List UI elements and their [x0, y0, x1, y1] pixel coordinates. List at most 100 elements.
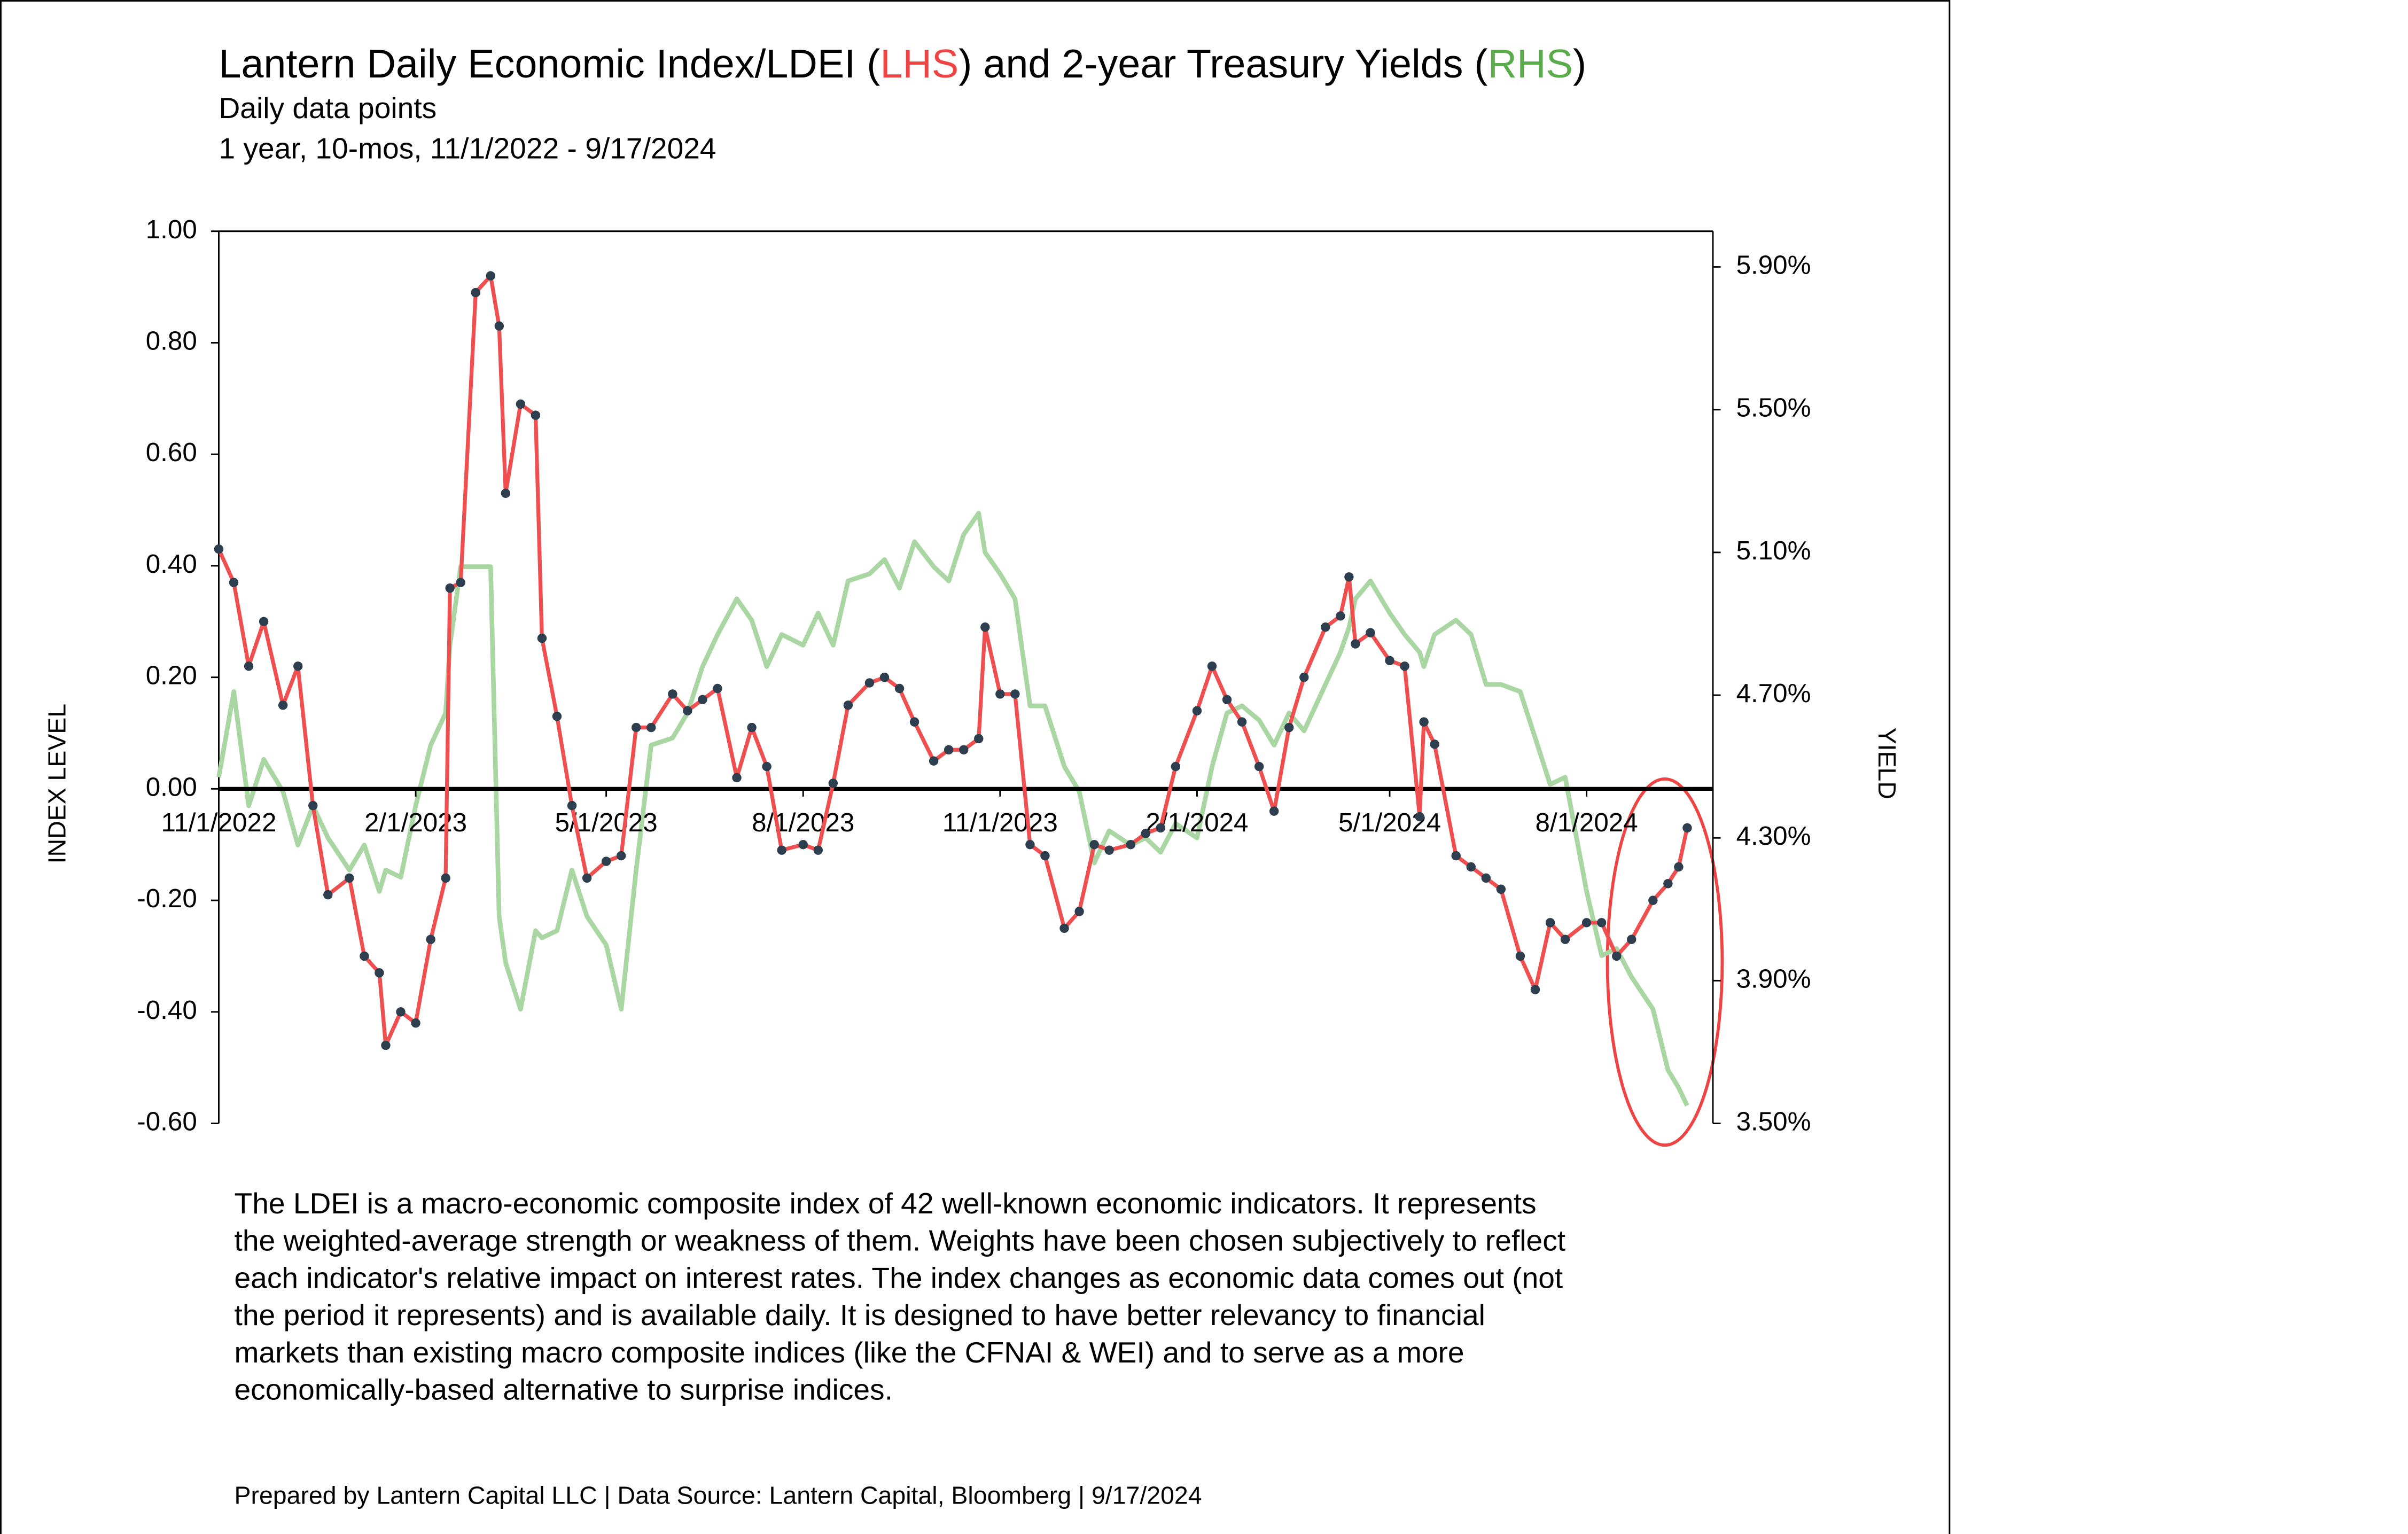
y-axis-label: INDEX LEVEL: [43, 704, 71, 864]
ldei-point: [798, 840, 808, 850]
ldei-point: [1222, 695, 1232, 705]
x-tick-label: 11/1/2023: [942, 808, 1058, 837]
ldei-point: [1025, 840, 1035, 850]
ldei-point: [323, 890, 333, 900]
x-tick-label: 8/1/2024: [1536, 808, 1638, 837]
ldei-point: [1663, 879, 1673, 889]
ldei-point: [929, 756, 939, 766]
title-part: ) and 2-year Treasury Yields (: [958, 41, 1487, 86]
description-line: the period it represents) and is availab…: [235, 1298, 1485, 1331]
y2-tick-label: 4.30%: [1736, 821, 1811, 851]
ldei-point: [1612, 951, 1622, 961]
ldei-point: [1627, 935, 1636, 944]
title-part: RHS: [1488, 41, 1573, 86]
ldei-point: [601, 856, 611, 866]
ldei-point: [1059, 923, 1069, 933]
y-tick-label: 1.00: [146, 215, 197, 244]
x-tick-label: 5/1/2024: [1338, 808, 1441, 837]
ldei-point: [426, 935, 435, 944]
ldei-point: [375, 968, 384, 978]
ldei-point: [864, 678, 875, 688]
frame: [0, 0, 1951, 1534]
ldei-point: [582, 873, 592, 883]
ldei-point: [1430, 739, 1439, 749]
ldei-point: [747, 722, 757, 733]
x-tick-label: 8/1/2023: [752, 808, 854, 837]
ldei-point: [1451, 851, 1461, 861]
y-tick-label: 0.60: [146, 438, 197, 467]
ldei-point: [214, 544, 224, 554]
ldei-point: [229, 578, 239, 587]
ldei-point: [1581, 918, 1592, 928]
y2-tick-label: 3.50%: [1736, 1107, 1811, 1136]
ldei-point: [345, 873, 354, 883]
ldei-point: [1351, 639, 1360, 649]
ldei-point: [1254, 761, 1264, 772]
ldei-point: [894, 683, 905, 694]
ldei-point: [1237, 717, 1247, 727]
ldei-point: [1171, 761, 1181, 772]
ldei-point: [668, 689, 677, 699]
y-tick-label: 0.80: [146, 326, 197, 356]
ldei-point: [879, 672, 890, 682]
ldei-point: [1299, 672, 1309, 682]
ldei-point: [944, 745, 954, 755]
ldei-point: [308, 800, 318, 811]
ldei-point: [1674, 862, 1684, 872]
ldei-point: [445, 583, 455, 593]
subtitle: Daily data points: [219, 91, 437, 124]
description-line: markets than existing macro composite in…: [235, 1336, 1464, 1369]
ldei-point: [1104, 845, 1114, 855]
ldei-point: [813, 845, 823, 855]
y-tick-label: -0.20: [137, 884, 197, 913]
x-tick-label: 2/1/2023: [364, 808, 467, 837]
x-tick-label: 5/1/2023: [555, 808, 658, 837]
ldei-point: [1321, 622, 1330, 632]
ldei-point: [1419, 717, 1429, 727]
y2-tick-label: 4.70%: [1736, 679, 1811, 708]
y2-tick-label: 3.90%: [1736, 964, 1811, 993]
description-line: the weighted-average strength or weaknes…: [235, 1224, 1566, 1257]
ldei-point: [909, 717, 919, 727]
ldei-point: [1385, 656, 1394, 666]
ldei-point: [1596, 918, 1607, 928]
description: The LDEI is a macro-economic composite i…: [235, 1187, 1566, 1406]
ldei-point: [360, 951, 369, 961]
description-line: economically-based alternative to surpri…: [235, 1373, 893, 1406]
chart-title: Lantern Daily Economic Index/LDEI (LHS) …: [219, 41, 1586, 86]
y-tick-label: -0.60: [137, 1107, 197, 1136]
ldei-point: [995, 689, 1005, 699]
ldei-point: [552, 711, 562, 721]
ldei-point: [1496, 884, 1506, 894]
ldei-point: [1010, 689, 1020, 699]
ldei-point: [1284, 722, 1294, 733]
ldei-point: [1207, 661, 1217, 671]
ldei-point: [494, 321, 504, 331]
yield-line: [216, 511, 1689, 1107]
title-part: LHS: [880, 41, 958, 86]
subtitle: 1 year, 10-mos, 11/1/2022 - 9/17/2024: [219, 131, 716, 165]
ldei-point: [396, 1007, 406, 1017]
description-line: The LDEI is a macro-economic composite i…: [235, 1187, 1537, 1220]
ldei-point: [1400, 661, 1409, 671]
ldei-point: [762, 761, 772, 772]
ldei-point: [456, 578, 465, 587]
y-tick-label: -0.40: [137, 995, 197, 1025]
y2-tick-label: 5.90%: [1736, 251, 1811, 280]
ldei-point: [441, 873, 450, 883]
ldei-point: [959, 745, 969, 755]
y2-axis-label: YIELD: [1873, 728, 1901, 799]
ldei-point: [1141, 829, 1150, 838]
ldei-point: [777, 845, 786, 855]
ldei-point: [381, 1040, 391, 1050]
ldei-point: [1366, 628, 1375, 637]
ldei-point: [259, 617, 269, 626]
ldei-point: [278, 700, 288, 710]
title-part: Lantern Daily Economic Index/LDEI (: [219, 41, 880, 86]
ldei-point: [531, 410, 541, 420]
ldei-point: [1344, 572, 1354, 582]
title-part: ): [1573, 41, 1586, 86]
ldei-point: [1466, 862, 1476, 872]
